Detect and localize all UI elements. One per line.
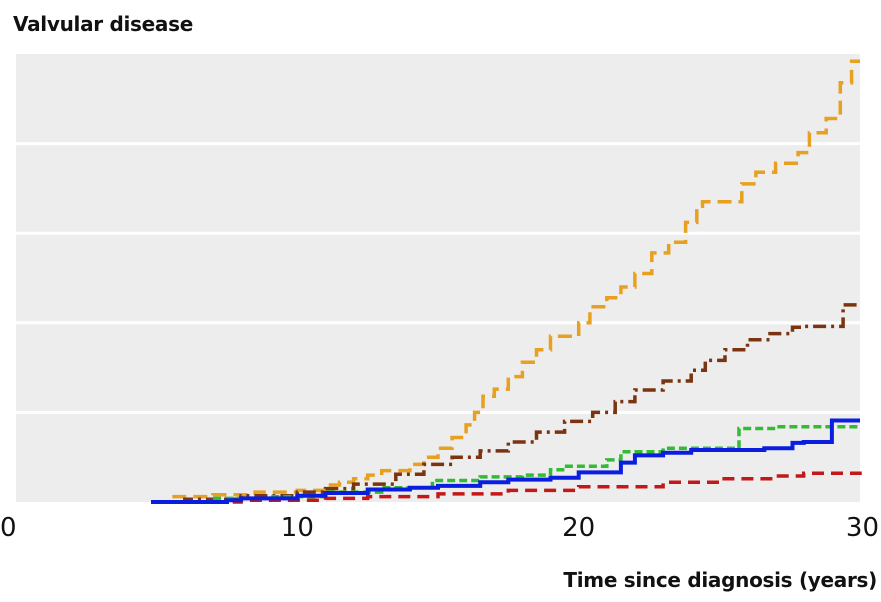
chart-title: Valvular disease — [13, 12, 193, 36]
x-tick-label-30: 30 — [846, 513, 879, 543]
series-line-1 — [156, 59, 860, 504]
plot-background — [16, 54, 860, 502]
series-line-5 — [151, 418, 860, 504]
gridlines — [16, 142, 860, 414]
x-tick-label-20: 20 — [562, 513, 595, 543]
x-tick-labels: 0 10 20 30 — [0, 513, 879, 543]
x-tick-label-10: 10 — [281, 513, 314, 543]
x-tick-label-0: 0 — [0, 513, 17, 543]
series-line-4 — [156, 471, 862, 504]
series-line-2 — [156, 303, 860, 504]
series-group — [151, 59, 862, 504]
x-axis-label: Time since diagnosis (years) — [563, 568, 877, 592]
